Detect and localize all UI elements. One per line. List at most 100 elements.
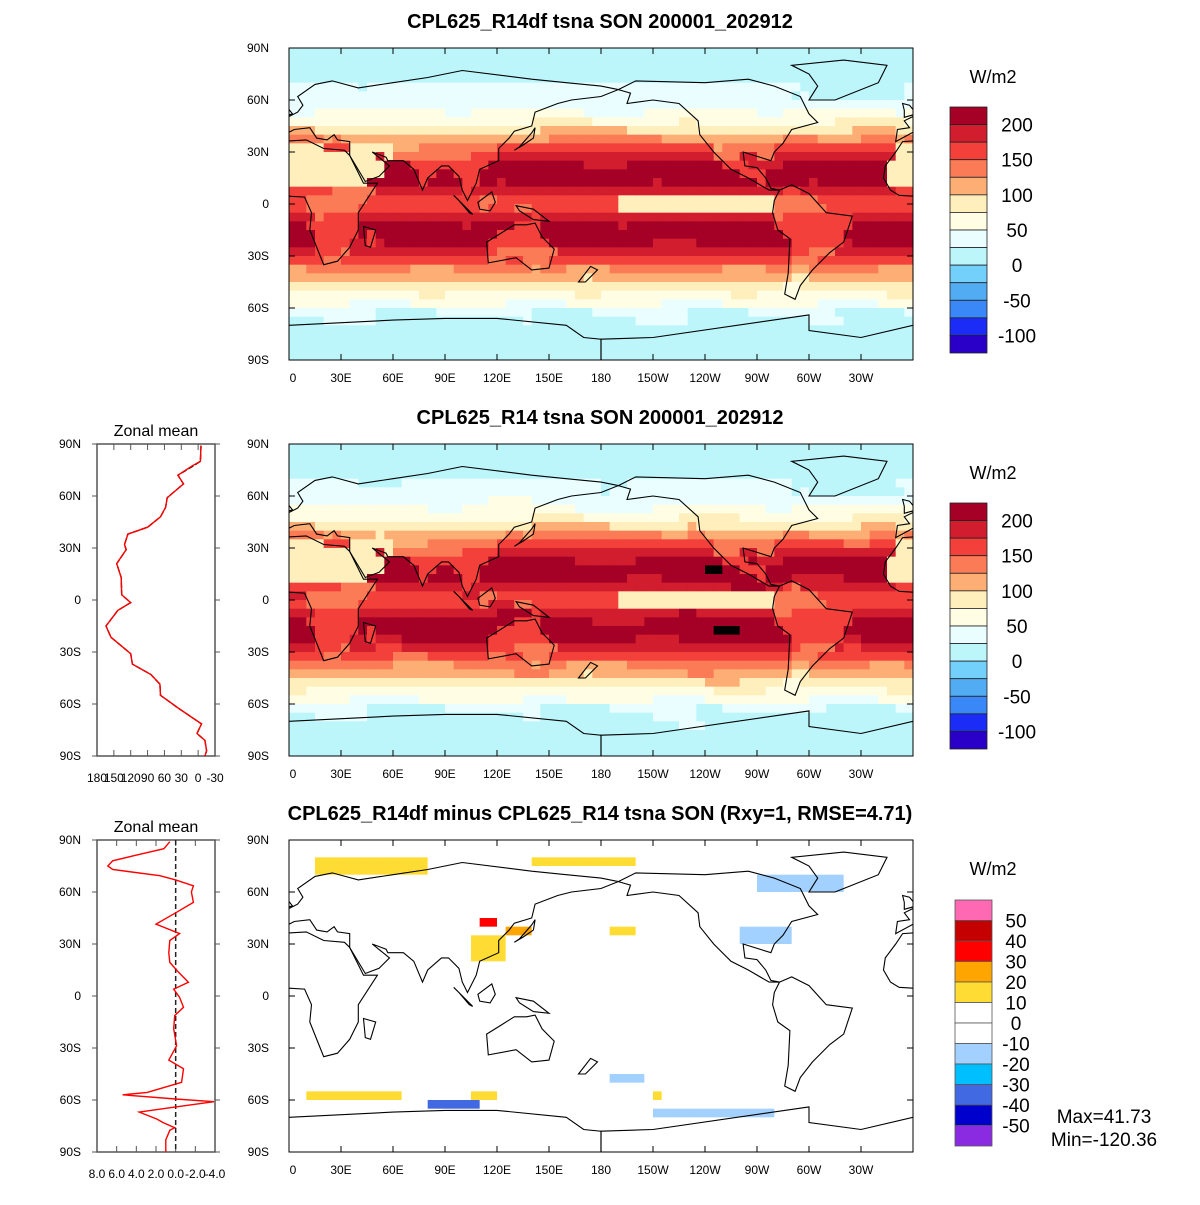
map-cell [852,299,861,308]
map-cell [540,117,549,126]
map-cell [766,635,775,644]
map-cell [332,195,341,204]
map-cell [592,282,601,291]
map-cell [315,453,324,462]
map-cell [419,152,428,161]
map-cell [341,669,350,678]
map-cell [367,291,376,300]
map-cell [376,91,385,100]
map-cell [376,461,385,470]
map-cell [584,678,593,687]
map-cell [601,135,610,144]
map-cell [358,65,367,74]
map-cell [436,100,445,109]
map-cell [878,221,887,230]
map-cell [445,747,454,756]
map-cell [436,91,445,100]
map-cell [792,273,801,282]
map-cell [306,687,315,696]
map-cell [601,65,610,74]
map-cell [402,574,411,583]
map-cell [428,678,437,687]
map-cell [549,187,558,196]
map-cell [636,687,645,696]
map-cell [436,282,445,291]
map-cell [809,557,818,566]
map-cell [584,195,593,204]
map-cell [904,239,913,248]
map-cell [705,57,714,66]
map-cell [610,143,619,152]
map-cell [454,721,463,730]
map-cell [861,230,870,239]
map-cell [748,239,757,248]
map-cell [532,565,541,574]
map-cell [601,256,610,265]
map-cell [662,539,671,548]
map-cell [549,152,558,161]
map-cell [393,239,402,248]
map-cell [471,687,480,696]
map-cell [714,334,723,343]
map-cell [341,152,350,161]
map-cell [315,187,324,196]
map-cell [644,299,653,308]
map-cell [774,74,783,83]
map-cell [887,334,896,343]
map-cell [844,143,853,152]
map-cell [462,609,471,618]
map-cell [402,513,411,522]
map-cell [766,74,775,83]
map-cell [887,48,896,57]
map-cell [714,505,723,514]
map-cell [419,239,428,248]
map-cell [471,652,480,661]
map-cell [748,444,757,453]
map-cell [445,539,454,548]
map-cell [722,687,731,696]
map-cell [662,487,671,496]
map-cell [471,161,480,170]
map-cell [679,195,688,204]
map-cell [549,213,558,222]
map-cell [393,721,402,730]
map-cell [584,747,593,756]
map-cell [445,583,454,592]
map-cell [774,100,783,109]
map-cell [506,479,515,488]
map-cell [410,325,419,334]
map-cell [636,669,645,678]
map-cell [740,444,749,453]
map-cell [748,522,757,531]
map-cell [454,669,463,678]
map-cell [367,256,376,265]
map-cell [644,282,653,291]
map-cell [826,713,835,722]
map-cell [696,453,705,462]
map-cell [696,334,705,343]
map-cell [792,83,801,92]
map-cell [332,695,341,704]
map-cell [670,626,679,635]
map-cell [324,91,333,100]
map-cell [410,265,419,274]
map-cell [445,247,454,256]
map-cell [549,635,558,644]
map-cell [748,565,757,574]
map-cell [532,721,541,730]
map-cell [566,117,575,126]
map-cell [575,583,584,592]
map-cell [826,161,835,170]
map-cell [852,325,861,334]
map-cell [410,126,419,135]
map-cell [384,299,393,308]
map-cell [298,444,307,453]
map-cell [757,695,766,704]
map-cell [835,83,844,92]
map-cell [298,178,307,187]
map-cell [402,343,411,352]
map-cell [757,247,766,256]
map-cell [358,470,367,479]
map-cell [852,117,861,126]
